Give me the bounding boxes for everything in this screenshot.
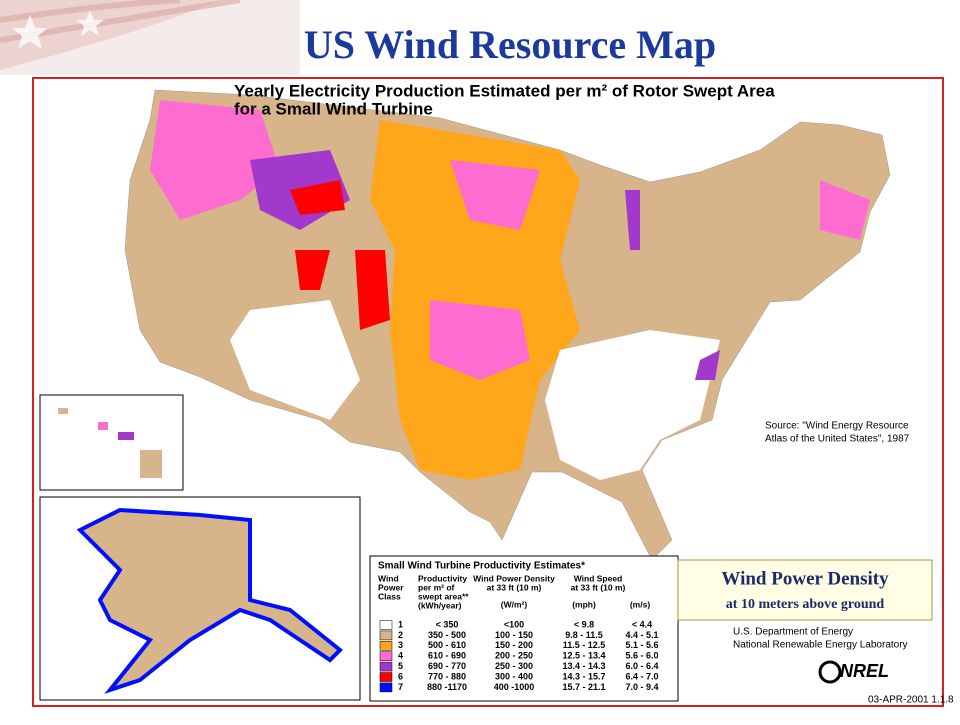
legend-density: 300 - 400 [495, 671, 533, 681]
legend-ms: 7.0 - 9.4 [625, 682, 658, 692]
legend-productivity: 770 - 880 [428, 671, 466, 681]
legend-class: 6 [398, 671, 403, 681]
legend-swatch [379, 672, 393, 682]
legend-mph: < 9.8 [574, 619, 594, 629]
legend-ms: 4.4 - 5.1 [625, 630, 658, 640]
legend-mph: 14.3 - 15.7 [562, 671, 605, 681]
legend-productivity: 500 - 610 [428, 640, 466, 650]
map-contiguous-us [124, 89, 891, 561]
legend-header: Wind [378, 573, 399, 583]
legend-density: <100 [504, 619, 524, 629]
callout-subtitle: at 10 meters above ground [726, 597, 885, 612]
legend-productivity: 610 - 690 [428, 651, 466, 661]
legend-productivity: 690 - 770 [428, 661, 466, 671]
region-class-4 [450, 160, 540, 230]
region-class-6 [355, 250, 390, 330]
legend-header: Power [378, 582, 404, 592]
legend-ms: 5.6 - 6.0 [625, 651, 658, 661]
legend-productivity: < 350 [436, 619, 459, 629]
region-class-6 [295, 250, 330, 290]
legend-class: 3 [398, 640, 403, 650]
legend-swatch [379, 630, 393, 641]
legend-header: (W/m²) [501, 599, 528, 609]
legend-swatch [379, 661, 393, 672]
legend-ms: 6.0 - 6.4 [625, 661, 658, 671]
legend-title: Small Wind Turbine Productivity Estimate… [378, 561, 585, 572]
region-class-1 [545, 330, 720, 480]
legend-density: 200 - 250 [495, 651, 533, 661]
legend-box [369, 555, 679, 702]
legend-ms: 5.1 - 5.6 [625, 640, 658, 650]
callout-box [677, 559, 933, 621]
flag-decoration [0, 0, 300, 75]
logo-mark [818, 660, 842, 684]
legend-class: 7 [398, 682, 403, 692]
region-class-4 [430, 300, 530, 380]
region-class-4 [820, 180, 870, 240]
region-class-4 [150, 100, 280, 220]
legend-header: Productivity [418, 573, 467, 583]
legend-ms: < 4.4 [632, 619, 652, 629]
legend-header: at 33 ft (10 m) [487, 582, 542, 592]
alaska-shape [76, 507, 343, 695]
legend-header: (mph) [572, 599, 596, 609]
region-class-5 [625, 190, 640, 250]
legend-density: 400 -1000 [494, 682, 535, 692]
map-title: Yearly Electricity Production Estimated … [234, 81, 775, 100]
legend-mph: 12.5 - 13.4 [562, 651, 605, 661]
legend-mph: 13.4 - 14.3 [562, 661, 605, 671]
region-class-5 [695, 350, 720, 380]
legend-swatch [379, 641, 393, 651]
hawaii-islands [58, 408, 162, 478]
legend-class: 4 [398, 651, 403, 661]
legend-header: at 33 ft (10 m) [571, 582, 626, 592]
legend-density: 250 - 300 [495, 661, 533, 671]
map-title: for a Small Wind Turbine [234, 99, 433, 118]
legend-swatch [379, 620, 393, 630]
legend-class: 2 [398, 630, 403, 640]
map-source: Atlas of the United States", 1987 [765, 434, 910, 445]
date: 03-APR-2001 1.1.8 [868, 695, 954, 706]
legend-mph: 15.7 - 21.1 [562, 682, 605, 692]
legend-header: per m² of [418, 582, 455, 592]
legend-swatch [379, 651, 393, 661]
credit: National Renewable Energy Laboratory [733, 640, 908, 651]
legend: Small Wind Turbine Productivity Estimate… [378, 561, 659, 693]
logo: NREL [840, 661, 889, 681]
legend-header: (m/s) [630, 599, 650, 609]
legend-header: Wind Speed [574, 573, 623, 583]
legend-header: swept area** [418, 591, 469, 601]
legend-header: Wind Power Density [473, 573, 555, 583]
callout-title: Wind Power Density [721, 568, 889, 589]
credit: U.S. Department of Energy [733, 627, 853, 638]
legend-density: 150 - 200 [495, 640, 533, 650]
legend-productivity: 880 -1170 [427, 682, 467, 692]
legend-mph: 9.8 - 11.5 [565, 630, 603, 640]
legend-mph: 11.5 - 12.5 [563, 640, 606, 650]
legend-class: 1 [398, 619, 403, 629]
legend-ms: 6.4 - 7.0 [625, 671, 658, 681]
legend-productivity: 350 - 500 [428, 630, 466, 640]
map-source: Source: "Wind Energy Resource [765, 421, 909, 432]
slide-title: US Wind Resource Map [304, 22, 716, 67]
region-class-1 [230, 300, 360, 420]
legend-class: 5 [398, 661, 403, 671]
legend-swatch [379, 682, 393, 693]
legend-header: (kWh/year) [418, 600, 462, 610]
legend-density: 100 - 150 [495, 630, 533, 640]
legend-header: Class [378, 591, 401, 601]
region-class-3 [370, 120, 580, 480]
region-class-6 [290, 180, 345, 215]
